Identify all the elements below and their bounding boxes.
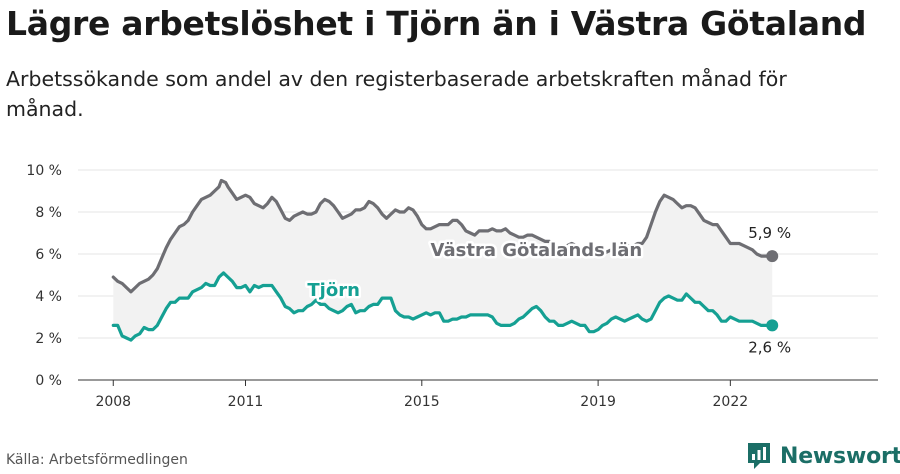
series-name-label: Tjörn [307, 280, 360, 301]
series-lines [111, 178, 779, 342]
source-note: Källa: Arbetsförmedlingen [6, 452, 188, 468]
x-tick-label: 2015 [404, 394, 440, 410]
series-name-label: Västra Götalands län [431, 240, 643, 261]
y-tick-label: 6 % [35, 247, 62, 263]
chart-title: Lägre arbetslöshet i Tjörn än i Västra G… [6, 4, 867, 43]
x-tick-label: 2011 [228, 394, 264, 410]
difference-area [113, 180, 773, 341]
x-axis: 2008 2011 2015 2019 2022 [78, 379, 878, 410]
chart-subtitle: Arbetssökande som andel av den registerb… [6, 67, 787, 121]
newsworthy-logo-icon [748, 443, 770, 469]
series-labels: 5,9 % 2,6 % Västra Götalands län Tjörn [305, 224, 791, 356]
y-tick-label: 2 % [35, 331, 62, 347]
x-tick-label: 2019 [580, 394, 616, 410]
series-line-1 [111, 271, 774, 342]
series-end-point [766, 319, 779, 332]
brand-logo[interactable]: Newsworthy [746, 441, 900, 471]
series-end-label: 2,6 % [748, 338, 791, 356]
difference-band [113, 180, 773, 341]
y-tick-label: 8 % [35, 205, 62, 221]
series-line-0 [111, 178, 774, 294]
series-end-label: 5,9 % [748, 224, 791, 242]
series-end-point [766, 250, 779, 263]
y-tick-label: 10 % [26, 163, 62, 179]
brand-name: Newsworthy [780, 443, 900, 469]
x-tick-label: 2008 [95, 394, 131, 410]
y-tick-label: 0 % [35, 373, 62, 389]
x-tick-label: 2022 [713, 394, 749, 410]
y-axis: 0 % 2 % 4 % 6 % 8 % 10 % [26, 163, 62, 389]
y-tick-label: 4 % [35, 289, 62, 305]
